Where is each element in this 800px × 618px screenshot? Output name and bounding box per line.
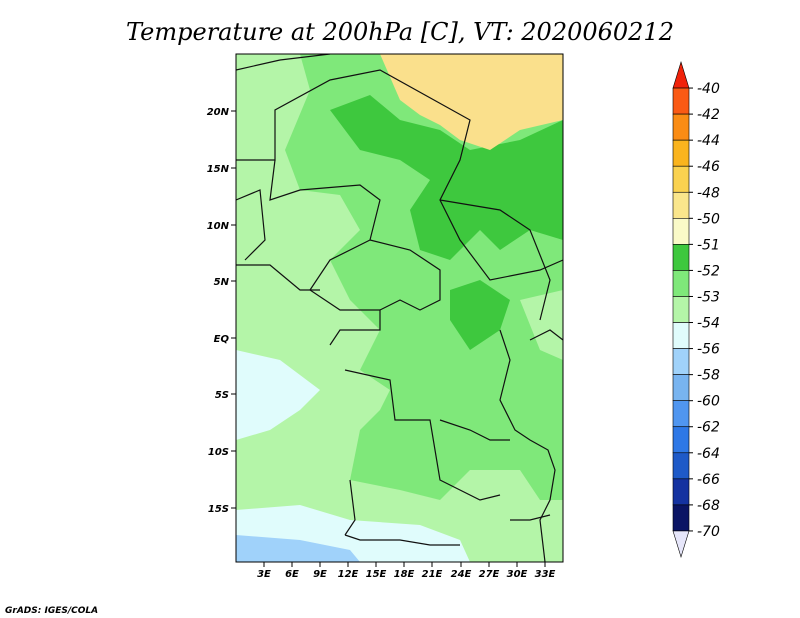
country-borders [236, 54, 563, 562]
lat-tick-label: 10N [207, 221, 230, 232]
colorbar-swatch [672, 426, 690, 454]
lon-tick-label: 33E [535, 569, 556, 580]
lon-tick-label: 6E [285, 569, 299, 580]
colorbar-swatch [672, 244, 690, 271]
latitude-axis: 20N 15N 10N 5N EQ 5S 10S 15S [207, 107, 236, 515]
colorbar-swatch [672, 218, 690, 245]
colorbar-label: -44 [697, 133, 720, 149]
colorbar-swatch [672, 113, 690, 141]
credit-label: GrADS: IGES/COLA [5, 606, 98, 616]
lon-tick-label: 27E [479, 569, 500, 580]
lat-tick-label: EQ [214, 334, 230, 345]
colorbar-label: -46 [697, 159, 720, 175]
map-title: Temperature at 200hPa [C], VT: 202006021… [126, 18, 674, 46]
colorbar-swatch [672, 530, 690, 559]
colorbar-swatch [672, 478, 690, 506]
lat-tick-label: 15S [208, 504, 229, 515]
colorbar-label: -66 [697, 472, 720, 488]
lon-tick-label: 3E [257, 569, 271, 580]
colorbar-label: -62 [697, 420, 720, 436]
map-frame [235, 53, 564, 563]
colorbar-swatch [672, 374, 690, 401]
colorbar-label: -51 [697, 237, 720, 253]
lat-tick-label: 15N [207, 164, 230, 175]
colorbar-swatch [672, 504, 690, 532]
colorbar-label: -60 [697, 394, 720, 410]
colorbar-label: -56 [697, 342, 720, 358]
lon-tick-label: 9E [313, 569, 327, 580]
field-band-52-north [330, 95, 563, 260]
lon-tick-label: 30E [507, 569, 528, 580]
colorbar-label: -42 [697, 107, 720, 123]
field-band-51-northeast [380, 54, 563, 150]
colorbar-swatch [672, 348, 690, 375]
lat-tick-label: 5S [215, 390, 229, 401]
lon-tick-label: 21E [422, 569, 443, 580]
colorbar-label: -40 [697, 81, 720, 97]
colorbar-swatch [672, 87, 690, 115]
colorbar-label: -53 [697, 289, 720, 305]
lat-tick-label: 5N [214, 277, 230, 288]
colorbar-swatch [672, 270, 690, 297]
lon-tick-label: 18E [394, 569, 415, 580]
colorbar-swatch [672, 452, 690, 480]
colorbar-label: -48 [697, 185, 720, 201]
lon-tick-label: 12E [338, 569, 359, 580]
colorbar-label: -54 [697, 316, 720, 332]
colorbar-swatch [672, 400, 690, 428]
lon-tick-label: 15E [366, 569, 387, 580]
colorbar-swatch [672, 60, 690, 89]
field-band-52-central [450, 280, 510, 350]
temperature-map: 20N 15N 10N 5N EQ 5S 10S 15S 3E 6E 9E 12E 15E 18E 21E… [207, 53, 564, 580]
colorbar-swatch [672, 191, 690, 219]
colorbar-swatch [672, 139, 690, 167]
colorbar-swatch [672, 322, 690, 349]
lon-tick-label: 24E [451, 569, 472, 580]
field-band-55-southwest [236, 350, 470, 562]
colorbar-label: -58 [697, 368, 720, 384]
colorbar-label: -68 [697, 498, 720, 514]
lat-tick-label: 10S [208, 447, 229, 458]
colorbar-label: -70 [697, 524, 720, 540]
colorbar-label: -64 [697, 446, 720, 462]
colorbar-swatch [672, 296, 690, 323]
colorbar-label: -52 [697, 263, 720, 279]
colorbar-swatch [672, 165, 690, 193]
field-band-56-southwest-corner [236, 535, 360, 562]
longitude-axis: 3E 6E 9E 12E 15E 18E 21E 24E 27E 30E 33E [257, 562, 556, 580]
field-band-54-west [236, 54, 563, 562]
lat-tick-label: 20N [207, 107, 230, 118]
colorbar-label: -50 [697, 211, 720, 227]
colorbar: -40 -42 -44 -46 -48 -50 -51 -52 -53 -54 -56 -58 -60 -… [672, 60, 720, 559]
field-band-54-east [520, 290, 563, 360]
